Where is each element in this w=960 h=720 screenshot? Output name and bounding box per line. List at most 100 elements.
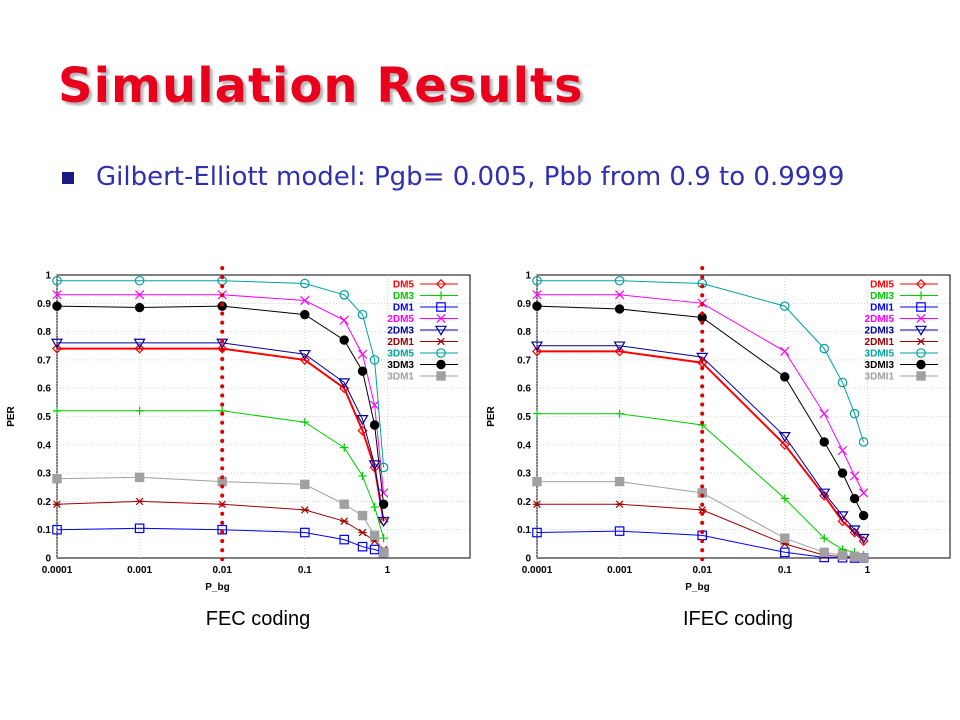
x-tick-label: 1 [385, 565, 391, 576]
legend-marker [916, 371, 926, 381]
legend-marker [435, 278, 447, 290]
legend-label: 3DM1 [387, 372, 414, 383]
data-point [837, 445, 848, 456]
data-point [134, 343, 145, 354]
data-point [135, 406, 144, 416]
data-point [370, 502, 379, 512]
legend-marker [436, 348, 446, 358]
data-point [299, 354, 310, 365]
data-point [779, 439, 790, 450]
data-point [339, 290, 350, 300]
data-point [369, 544, 380, 555]
data-point [819, 409, 829, 419]
data-point [778, 432, 791, 443]
data-point [377, 516, 390, 528]
data-point [837, 377, 848, 388]
legend-label: DMI3 [870, 291, 894, 302]
data-point [614, 275, 625, 286]
data-point [780, 346, 790, 357]
y-tick-label: 0.1 [37, 525, 51, 536]
y-tick-label: 0.2 [37, 497, 51, 508]
x-tick-label: 0.01 [212, 565, 232, 576]
x-axis-label: P_bg [205, 582, 229, 593]
data-point [135, 497, 144, 506]
data-point [339, 499, 349, 509]
data-point [837, 516, 848, 527]
data-point [532, 476, 542, 487]
data-point [378, 547, 389, 558]
y-tick-label: 0.8 [517, 327, 531, 338]
data-point [358, 528, 367, 537]
legend-marker [916, 291, 926, 300]
data-point [848, 525, 861, 536]
data-point [357, 349, 368, 359]
legend-label: 2DMI3 [865, 326, 895, 337]
data-point [52, 500, 62, 509]
data-point [338, 378, 351, 389]
y-tick-label: 0.8 [37, 327, 51, 338]
data-point [858, 510, 869, 521]
series-2DM3 [50, 338, 390, 528]
data-point [299, 278, 310, 289]
legend-label: DMI5 [870, 280, 894, 291]
data-point [52, 406, 62, 416]
legend-label: DM3 [393, 291, 415, 302]
data-point [780, 372, 790, 382]
data-point [300, 309, 310, 320]
y-tick-label: 0 [45, 554, 51, 565]
series-DM1 [52, 523, 389, 558]
y-tick-label: 0.6 [37, 384, 51, 395]
data-point [614, 304, 625, 314]
series-line [57, 410, 385, 539]
data-point [858, 553, 869, 563]
data-point [369, 400, 380, 410]
series-line [56, 527, 384, 553]
x-tick-label: 0.001 [127, 565, 152, 576]
x-tick-label: 1 [865, 565, 871, 576]
data-point [51, 343, 63, 354]
legend-label: 2DMI5 [865, 314, 895, 325]
y-tick-label: 0.4 [37, 440, 51, 451]
legend-label: 2DM5 [387, 314, 414, 325]
series-line [57, 280, 385, 468]
x-tick-label: 0.001 [607, 565, 632, 576]
x-tick-label: 0.0001 [522, 565, 553, 576]
x-tick-label: 0.0001 [42, 565, 73, 576]
y-tick-label: 0.5 [517, 412, 531, 423]
y-tick-label: 0.6 [517, 384, 531, 395]
data-point [52, 524, 62, 535]
series-2DMI3 [530, 341, 870, 545]
data-point [52, 290, 62, 300]
series-3DM1 [52, 472, 389, 558]
legend-marker [436, 359, 446, 370]
data-point [532, 500, 542, 509]
x-tick-label: 0.1 [298, 565, 312, 576]
y-tick-label: 0.7 [517, 355, 531, 366]
data-point [613, 341, 626, 352]
data-point [340, 443, 349, 452]
data-point [357, 510, 368, 521]
data-point [532, 409, 542, 418]
legend-marker [436, 313, 446, 324]
legend-marker [914, 325, 928, 336]
data-point [217, 343, 228, 354]
bullet-marker [62, 172, 74, 184]
data-point [614, 476, 625, 487]
caption-ifec: IFEC coding [682, 608, 794, 630]
legend-marker [436, 337, 446, 346]
data-point [849, 408, 860, 419]
series-2DMI5 [532, 290, 869, 498]
data-point [837, 550, 848, 560]
data-point [300, 417, 309, 427]
data-point [857, 533, 870, 545]
legend-marker [915, 278, 927, 290]
chart-fec: 0 0.1 0.2 0.3 0.4 0.5 0.6 0.7 0.8 0.9 1 0.0001 0.001… [6, 266, 471, 593]
data-point [836, 511, 849, 522]
y-tick-label: 0.5 [37, 412, 51, 423]
x-tick-label: 0.1 [778, 565, 792, 576]
y-tick-label: 0.7 [37, 355, 51, 366]
data-point [780, 533, 790, 543]
data-point [300, 295, 310, 306]
plot-frame [536, 274, 951, 559]
data-point [615, 500, 624, 509]
